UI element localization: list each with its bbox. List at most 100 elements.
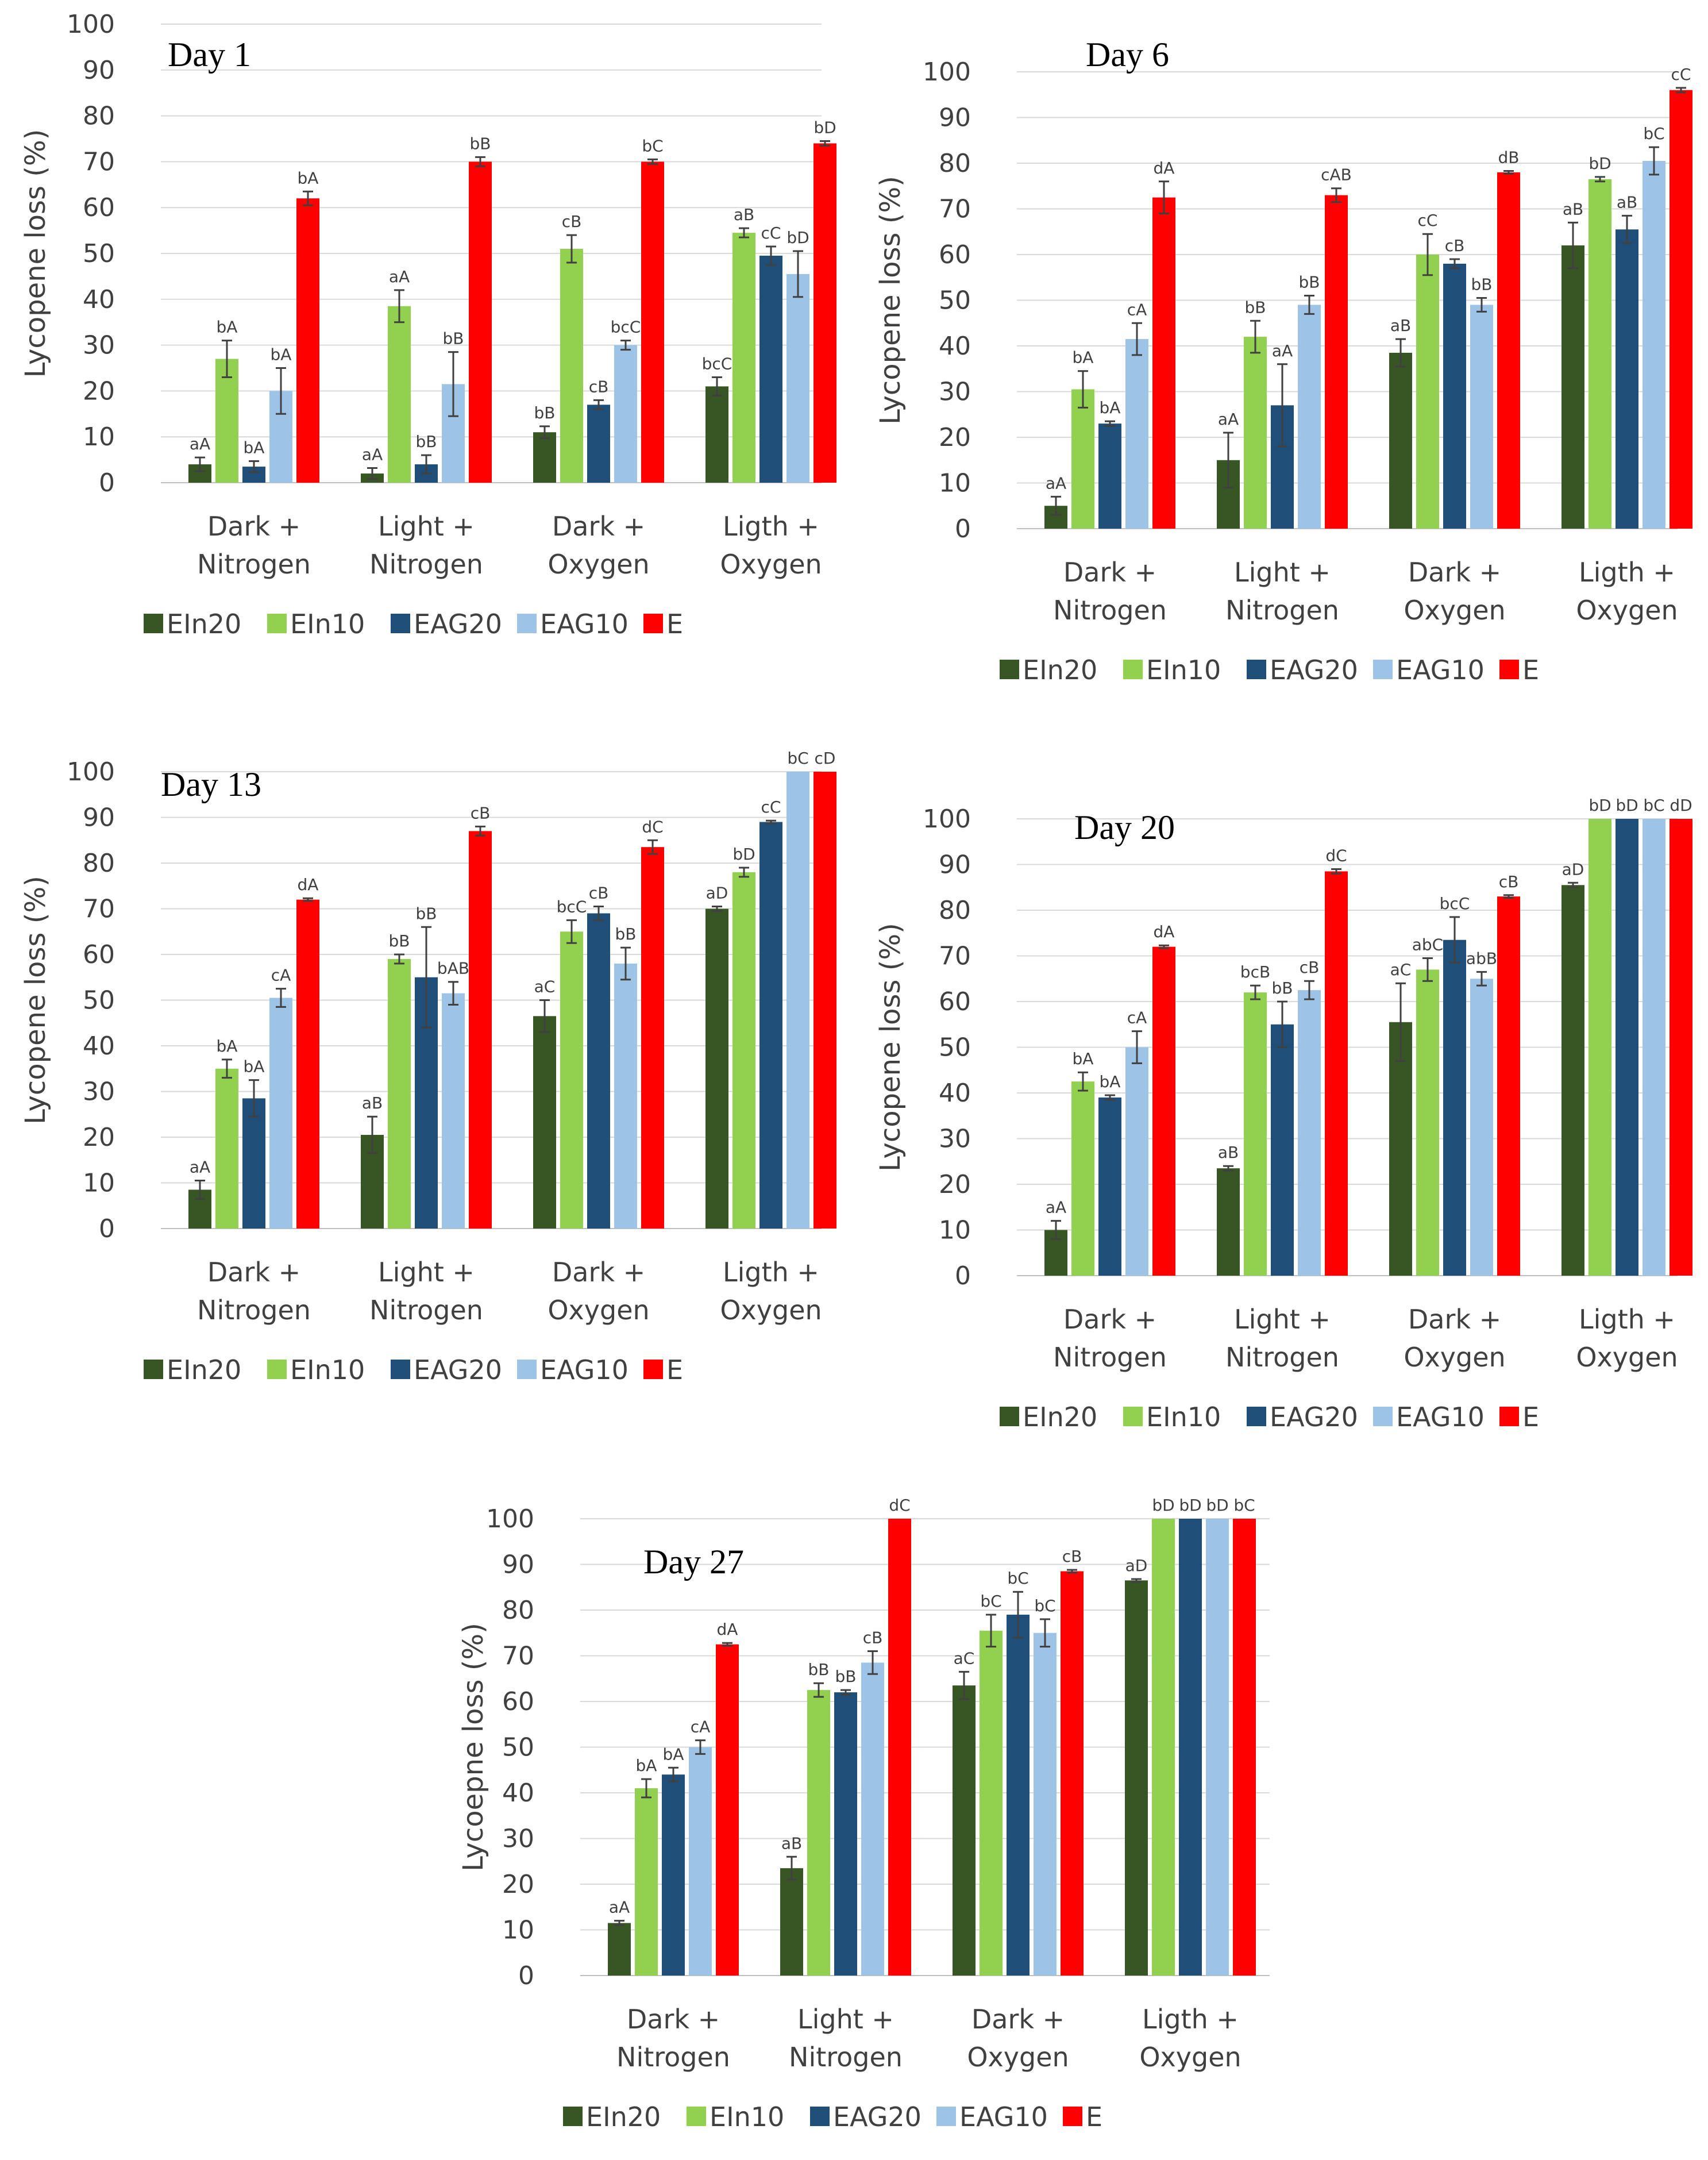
bar bbox=[1470, 305, 1493, 529]
data-label: aD bbox=[1125, 1556, 1148, 1575]
data-label: aB bbox=[781, 1834, 802, 1853]
x-tick-label: Light + bbox=[1234, 1304, 1331, 1335]
legend-entry: E bbox=[1522, 654, 1539, 686]
bar bbox=[614, 963, 637, 1229]
y-tick-label: 90 bbox=[502, 1550, 534, 1580]
x-tick-label: Oxygen bbox=[1576, 1342, 1678, 1373]
bar bbox=[1325, 195, 1348, 529]
bar bbox=[1098, 423, 1121, 529]
legend-entry: EIn20 bbox=[167, 1354, 241, 1385]
data-label: aB bbox=[1617, 192, 1637, 211]
data-label: dC bbox=[1325, 846, 1347, 865]
data-label: bB bbox=[470, 134, 491, 153]
bar bbox=[705, 908, 728, 1229]
data-label: bD bbox=[1206, 1496, 1228, 1515]
x-tick-label: Oxygen bbox=[548, 549, 649, 580]
y-axis-label: Lycoepne loss (%) bbox=[457, 1623, 489, 1872]
bar bbox=[1670, 90, 1692, 529]
y-tick-label: 10 bbox=[939, 469, 971, 498]
data-label: bC bbox=[980, 1592, 1001, 1611]
legend-swatch bbox=[267, 614, 287, 633]
y-tick-label: 40 bbox=[939, 332, 971, 361]
bar bbox=[759, 822, 782, 1229]
x-tick-label: Light + bbox=[1234, 557, 1331, 588]
legend-entry: EAG20 bbox=[1270, 654, 1358, 686]
bar bbox=[1298, 990, 1321, 1276]
legend-entry: EIn20 bbox=[586, 2101, 661, 2132]
bar bbox=[442, 993, 465, 1229]
y-tick-label: 0 bbox=[99, 468, 115, 498]
legend-entry: EAG10 bbox=[540, 1354, 629, 1385]
bar bbox=[1098, 1097, 1121, 1276]
bar bbox=[242, 1098, 265, 1229]
y-tick-label: 90 bbox=[939, 103, 971, 133]
x-tick-label: Ligth + bbox=[1579, 1304, 1675, 1335]
legend-swatch bbox=[810, 2107, 830, 2126]
bar bbox=[1416, 969, 1439, 1276]
bar bbox=[953, 1685, 976, 1976]
legend-swatch bbox=[1000, 660, 1019, 679]
x-tick-label: Dark + bbox=[971, 2004, 1065, 2035]
chart-panel-4: 0 10 20 30 40 50 60 70 80 90 100 Lycopene loss (%) D… bbox=[874, 796, 1692, 1433]
data-label: dD bbox=[1670, 796, 1692, 815]
data-label: aA bbox=[362, 445, 383, 464]
legend-entry: EIn10 bbox=[290, 1354, 365, 1385]
chart-title: Day 27 bbox=[643, 1543, 744, 1581]
bar bbox=[1233, 1519, 1256, 1976]
bar bbox=[635, 1788, 658, 1976]
y-tick-label: 50 bbox=[939, 286, 971, 315]
legend-entry: EIn20 bbox=[1023, 1402, 1097, 1433]
legend-swatch bbox=[1000, 1407, 1019, 1426]
bar bbox=[1152, 1519, 1175, 1976]
legend-entry: EAG20 bbox=[833, 2101, 922, 2132]
data-label: cB bbox=[562, 212, 582, 231]
bar bbox=[732, 872, 755, 1229]
bar bbox=[215, 359, 238, 483]
data-label: bA bbox=[1100, 398, 1121, 417]
bar bbox=[1206, 1519, 1229, 1976]
data-label: dA bbox=[717, 1620, 738, 1639]
bar bbox=[388, 958, 411, 1229]
y-tick-label: 40 bbox=[939, 1079, 971, 1108]
x-tick-label: Nitrogen bbox=[197, 549, 311, 580]
legend-swatch bbox=[936, 2107, 956, 2126]
data-label: bB bbox=[1471, 275, 1493, 294]
data-label: cB bbox=[1062, 1547, 1082, 1566]
y-tick-label: 10 bbox=[83, 422, 115, 452]
chart-panel-5: 0 10 20 30 40 50 60 70 80 90 100 Lycoepne loss (%) D… bbox=[457, 1496, 1270, 2132]
legend-swatch bbox=[563, 2107, 583, 2126]
bar bbox=[1244, 337, 1267, 529]
legend-entry: EIn20 bbox=[167, 609, 241, 640]
data-label: aA bbox=[190, 434, 210, 453]
data-label: cC bbox=[761, 224, 781, 242]
data-label: bC bbox=[1643, 124, 1664, 143]
data-label: aD bbox=[706, 884, 728, 903]
data-label: aB bbox=[362, 1094, 383, 1112]
y-tick-label: 50 bbox=[83, 239, 115, 268]
data-label: cAB bbox=[1321, 165, 1352, 184]
y-tick-label: 30 bbox=[939, 378, 971, 407]
data-label: bA bbox=[244, 1057, 265, 1076]
bar bbox=[1071, 389, 1094, 529]
bar bbox=[1034, 1632, 1057, 1976]
y-tick-label: 100 bbox=[923, 804, 971, 834]
bar bbox=[1244, 992, 1267, 1276]
chart-title: Day 13 bbox=[161, 765, 261, 803]
bar bbox=[813, 143, 836, 483]
bar bbox=[1217, 1168, 1240, 1276]
data-label: bD bbox=[1616, 796, 1638, 815]
data-label: dB bbox=[1498, 148, 1520, 167]
y-tick-label: 30 bbox=[83, 331, 115, 360]
data-label: cB bbox=[589, 884, 609, 903]
y-tick-label: 0 bbox=[955, 1261, 971, 1291]
data-label: bC bbox=[1233, 1496, 1255, 1515]
data-label: bB bbox=[389, 931, 410, 950]
bar bbox=[1007, 1614, 1030, 1976]
data-label: bC bbox=[1034, 1596, 1055, 1615]
y-tick-label: 20 bbox=[83, 376, 115, 406]
data-label: bA bbox=[1100, 1072, 1121, 1091]
y-tick-label: 80 bbox=[939, 149, 971, 178]
bar bbox=[1298, 305, 1321, 529]
x-tick-label: Light + bbox=[797, 2004, 894, 2035]
